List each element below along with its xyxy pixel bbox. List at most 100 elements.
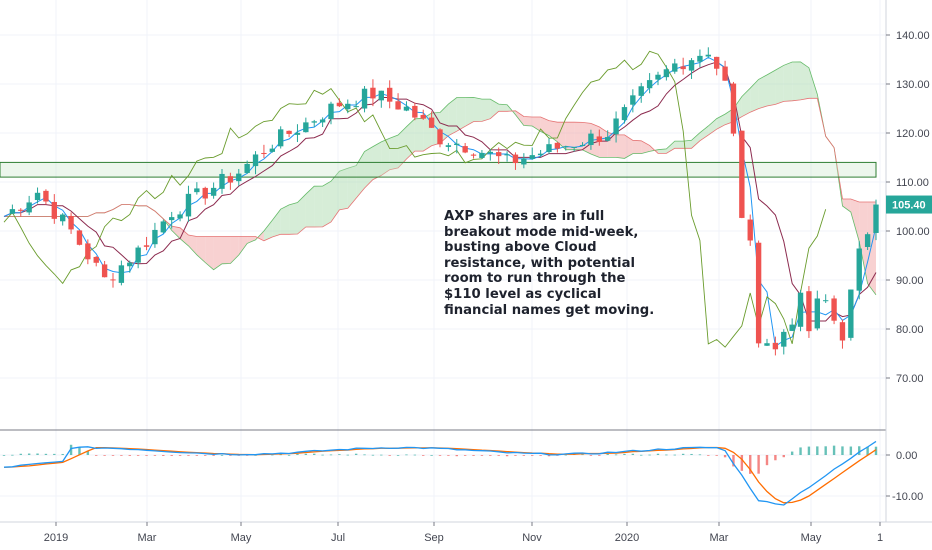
time-tick-label: May [801,532,822,544]
macd-histogram-bar [329,454,333,456]
macd-histogram-bar [581,454,584,456]
candle-body [848,289,854,338]
candle-body [387,87,393,102]
cloud-segment [339,168,348,210]
macd-histogram-bar [279,454,282,456]
candle-body [864,234,871,247]
candle-body [169,217,175,221]
macd-histogram-bar [631,453,635,455]
macd-histogram-bar [824,446,827,455]
macd-histogram-bar [254,454,257,456]
macd-histogram-bar [874,446,878,455]
cloud-segment [523,116,533,126]
macd-histogram-bar [505,455,509,457]
cloud-segment [331,171,340,223]
candle-body [563,146,569,148]
candle-body [219,173,225,189]
price-tick-label: 100.00 [896,226,930,238]
grid-lines [0,0,886,522]
cloud-segment [180,227,189,246]
cloud-segment [498,104,508,112]
macd-histogram-bar [111,455,115,456]
macd-histogram-bar [740,455,744,471]
candle-body [43,190,49,202]
cloud-segment [188,235,197,255]
macd-histogram-bar [799,447,802,455]
candle-body [554,142,561,149]
macd-histogram-bar [480,455,484,456]
macd-histogram-bar [589,455,593,456]
macd-histogram-bar [136,455,140,456]
time-tick-label: 2019 [44,532,68,544]
candle-body [303,122,309,133]
price-axis: 140.00 130.00 120.00 110.00 100.00 90.00 80.00… [886,30,930,503]
cloud-segment [356,151,365,199]
candle-body [420,114,426,119]
candle-body [588,133,594,146]
macd-histogram-bar [614,454,618,456]
candle-body [18,209,24,211]
cloud-segment [456,97,466,132]
candle-body [546,144,552,153]
cloud-segment [389,134,399,170]
cloud-segment [800,61,809,100]
macd-histogram-bar [354,453,358,455]
candle-body [764,343,770,346]
candlesticks [9,47,879,356]
cloud-segment [247,236,256,244]
macd-histogram-bar [69,444,73,455]
cloud-segment [565,122,575,150]
candle-body [370,87,376,99]
candle-body [336,102,343,107]
cloud-segment [532,116,541,132]
macd-histogram-bar [455,455,458,457]
macd-histogram-bar [363,454,366,456]
candle-body [252,154,259,167]
macd-tick-label: 0.00 [896,450,917,462]
macd-histogram-bar [472,455,475,456]
cloud-segment [582,122,591,154]
macd-histogram-bar [346,454,349,456]
macd-histogram-bar [514,455,517,456]
candle-body [613,118,619,135]
candle-body [839,322,846,341]
macd-histogram-bar [640,454,643,456]
macd-histogram-bar [497,455,500,456]
cloud-segment [658,148,667,154]
macd-histogram-bar [396,454,400,456]
macd-histogram-bar [623,453,626,455]
macd-histogram-bar [665,454,668,456]
cloud-segment [783,61,793,102]
cloud-segment [666,141,675,154]
candle-body [537,153,544,156]
cloud-segment [641,140,650,154]
cloud-segment [280,204,290,235]
candle-body [571,146,577,148]
candle-body [823,300,829,302]
candle-body [646,80,653,89]
candle-body [261,152,267,155]
cloud-segment [196,236,206,263]
macd-histogram-bar [388,455,391,456]
candle-body [797,292,804,327]
cloud-segment [347,165,357,209]
macd-histogram-bar [245,455,249,456]
cloud-segment [775,65,784,105]
macd-histogram-bar [782,455,785,458]
candle-body [185,193,192,217]
candle-body [814,298,820,329]
candle-body [135,247,141,263]
candle-body [445,145,452,147]
macd-histogram-bar [27,453,31,455]
macd-histogram-bar [656,453,660,455]
cloud-segment [406,118,415,160]
macd-tick-label: -10.00 [892,491,923,503]
macd-histogram-bar [774,455,777,461]
candle-body [353,106,359,108]
candle-body [705,54,711,57]
candle-body [278,129,284,147]
macd-histogram-bar [103,455,106,456]
cloud-segment [372,141,382,180]
candle-body [789,324,795,331]
